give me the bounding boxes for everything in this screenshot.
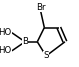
Text: HO: HO (0, 28, 12, 37)
Text: Br: Br (36, 3, 46, 12)
Text: B: B (22, 37, 28, 46)
Text: HO: HO (0, 46, 12, 55)
Text: S: S (43, 51, 49, 60)
